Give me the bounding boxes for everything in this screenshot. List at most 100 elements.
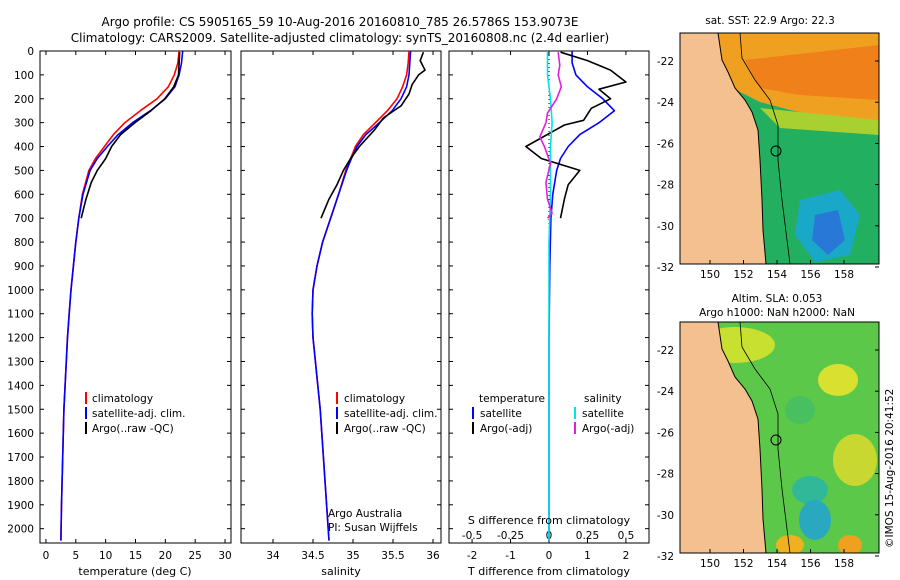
series-difference-1 — [525, 51, 627, 219]
series-temperature-2 — [80, 52, 181, 219]
map-x-tick-label: 158 — [834, 269, 854, 281]
y-tick-label: 300 — [14, 118, 34, 130]
annotation-argo-australia: Argo Australia — [328, 508, 402, 520]
sla-map-ticks: 150 152 154 156 158 -22 -24 -26 -28 -30 -32 — [657, 345, 879, 570]
sla-high-3 — [833, 434, 877, 486]
map-y-tick-label: -30 — [657, 221, 674, 233]
legend-label-sal-argo: Argo(-adj) — [582, 423, 634, 435]
temperature-axes — [39, 50, 232, 544]
legend-label-argo: Argo(..raw -QC) — [92, 423, 174, 435]
top-x-tick-label: -0.25 — [497, 530, 524, 542]
difference-xlabel-top: S difference from climatology — [468, 514, 631, 527]
map-y-tick-label: -22 — [657, 345, 674, 357]
x-tick-label: 30 — [218, 550, 231, 562]
sla-high-5 — [838, 535, 862, 553]
argo-position-marker-sla — [770, 434, 782, 446]
y-tick-label: 1200 — [7, 333, 34, 345]
map-x-tick-label: 156 — [800, 269, 820, 281]
series-difference-3 — [538, 52, 563, 219]
x-tick-label: 1 — [584, 550, 591, 562]
x-tick-label: 15 — [129, 550, 142, 562]
imos-timestamp: ©IMOS 15-Aug-2016 20:41:52 — [884, 389, 896, 548]
sla-isobath — [739, 322, 791, 553]
y-tick-label: 600 — [14, 189, 34, 201]
series-salinity-2 — [320, 51, 426, 219]
salinity-legend: climatology satellite-adj. clim. Argo(..… — [336, 392, 437, 435]
y-tick-label: 700 — [14, 213, 34, 225]
sst-coastline — [717, 33, 767, 264]
y-tick-label: 400 — [14, 142, 34, 154]
difference-legend: temperature salinity satellite Argo(-adj… — [472, 393, 634, 435]
sla-low-1 — [792, 476, 828, 504]
map-x-tick-label: 150 — [700, 269, 720, 281]
y-tick-label: 1100 — [7, 309, 34, 321]
salinity-xlabel: salinity — [321, 565, 361, 578]
series-lines — [60, 51, 627, 543]
legend-label-satellite: satellite-adj. clim. — [92, 408, 185, 420]
sla-high-2 — [818, 364, 858, 396]
sst-land — [680, 33, 766, 264]
sla-map-title-line1: Altim. SLA: 0.053 — [732, 293, 823, 305]
sla-map — [680, 322, 879, 553]
series-salinity-1 — [311, 51, 412, 541]
map-x-tick-label: 154 — [767, 269, 787, 281]
y-tick-label: 1900 — [7, 500, 34, 512]
map-x-tick-label: 152 — [733, 269, 753, 281]
map-y-tick-label: -28 — [657, 180, 674, 192]
map-y-tick-label: -32 — [657, 551, 674, 563]
temperature-xlabel: temperature (deg C) — [78, 565, 191, 578]
map-y-tick-label: -32 — [657, 262, 674, 274]
sla-map-title-line2: Argo h1000: NaN h2000: NaN — [699, 307, 855, 319]
y-tick-label: 900 — [14, 261, 34, 273]
y-tick-label: 1600 — [7, 428, 34, 440]
y-tick-label: 800 — [14, 237, 34, 249]
map-x-tick-label: 152 — [733, 558, 753, 570]
temperature-legend: climatology satellite-adj. clim. Argo(..… — [85, 392, 185, 435]
map-y-tick-label: -30 — [657, 510, 674, 522]
y-tick-label: 2000 — [7, 524, 34, 536]
x-tick-label: 10 — [99, 550, 112, 562]
map-x-tick-label: 150 — [700, 558, 720, 570]
map-y-tick-label: -28 — [657, 469, 674, 481]
sst-cold-core — [812, 210, 845, 255]
argo-position-marker — [770, 145, 782, 157]
map-y-tick-label: -24 — [657, 97, 674, 109]
annotation-pi: PI: Susan Wijffels — [328, 522, 418, 534]
sst-map-frame — [679, 32, 880, 265]
sst-isobath — [739, 33, 791, 264]
series-difference-0 — [548, 51, 616, 541]
sla-mid-1 — [785, 396, 815, 424]
sla-high-4 — [776, 535, 804, 553]
x-tick-label: -2 — [467, 550, 477, 562]
map-y-tick-label: -26 — [657, 138, 674, 150]
y-tick-label: 100 — [14, 70, 34, 82]
sla-low-2 — [799, 500, 831, 540]
x-tick-label: 0 — [43, 550, 50, 562]
sst-map-title: sat. SST: 22.9 Argo: 22.3 — [705, 15, 835, 27]
map-y-tick-label: -22 — [657, 56, 674, 68]
legend-label-climatology: climatology — [92, 393, 153, 405]
map-x-tick-label: 154 — [767, 558, 787, 570]
figure-title-line2: Climatology: CARS2009. Satellite-adjuste… — [71, 31, 609, 45]
map-x-tick-label: 156 — [800, 558, 820, 570]
y-tick-label: 1500 — [7, 404, 34, 416]
legend-label-climatology: climatology — [344, 393, 405, 405]
y-tick-label: 1800 — [7, 476, 34, 488]
x-tick-label: 2 — [623, 550, 630, 562]
y-tick-label: 1400 — [7, 380, 34, 392]
x-tick-label: 34.5 — [301, 550, 324, 562]
map-x-tick-label: 158 — [834, 558, 854, 570]
y-tick-label: 1700 — [7, 452, 34, 464]
x-tick-label: 25 — [189, 550, 202, 562]
series-difference-2 — [546, 51, 553, 541]
top-x-tick-label: -0.5 — [462, 530, 483, 542]
legend-label-argo: Argo(..raw -QC) — [344, 423, 426, 435]
top-x-tick-label: 0.5 — [618, 530, 635, 542]
legend-label-sal-satellite: satellite — [582, 408, 624, 420]
salinity-axes — [240, 50, 442, 544]
legend-label-temp-argo: Argo(-adj) — [480, 423, 532, 435]
x-tick-label: 0 — [546, 550, 553, 562]
map-y-tick-label: -26 — [657, 427, 674, 439]
figure-title-line1: Argo profile: CS 5905165_59 10-Aug-2016 … — [102, 15, 579, 29]
